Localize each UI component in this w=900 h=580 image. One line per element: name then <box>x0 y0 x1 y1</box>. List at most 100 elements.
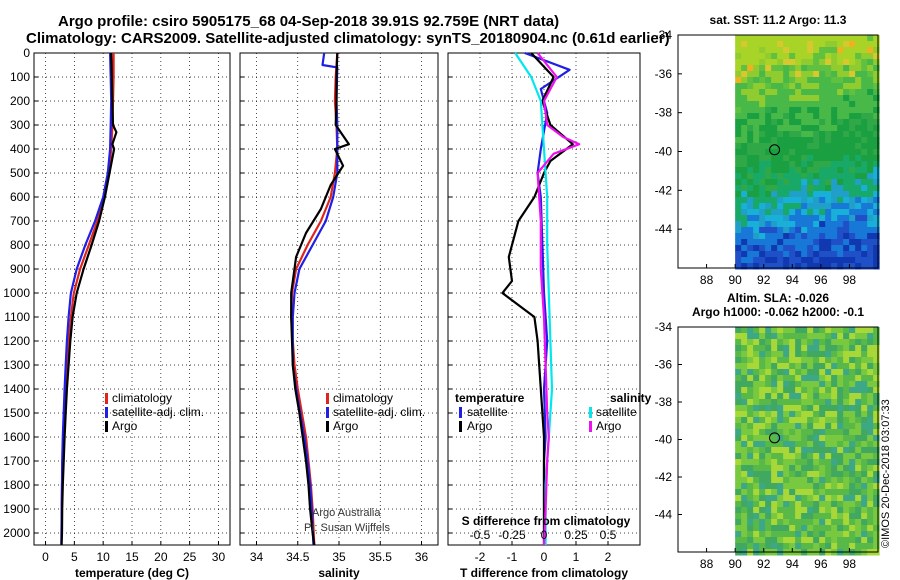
map-cell <box>813 375 820 382</box>
map-cell <box>837 333 844 340</box>
map-cell <box>873 239 880 246</box>
map-cell <box>741 411 748 418</box>
map-cell <box>765 53 772 60</box>
map-cell <box>813 519 820 526</box>
map-cell <box>819 507 826 514</box>
map-cell <box>843 215 850 222</box>
map-cell <box>813 83 820 90</box>
map-cell <box>783 399 790 406</box>
map-cell <box>813 161 820 168</box>
map-cell <box>765 47 772 54</box>
map-cell <box>753 501 760 508</box>
map-cell <box>813 101 820 108</box>
map-cell <box>849 333 856 340</box>
map-cell <box>741 149 748 156</box>
map-cell <box>861 369 868 376</box>
map-cell <box>789 137 796 144</box>
map-cell <box>813 465 820 472</box>
map-cell <box>813 197 820 204</box>
map-cell <box>861 83 868 90</box>
map-cell <box>849 357 856 364</box>
map-cell <box>759 375 766 382</box>
map-x-tick-label: 96 <box>814 273 828 287</box>
map-cell <box>801 447 808 454</box>
map-cell <box>777 161 784 168</box>
map-cell <box>789 453 796 460</box>
map-cell <box>765 489 772 496</box>
map-cell <box>753 59 760 66</box>
map-cell <box>795 35 802 42</box>
map-cell <box>795 387 802 394</box>
map-cell <box>801 155 808 162</box>
map-cell <box>789 227 796 234</box>
map-cell <box>735 465 742 472</box>
map-cell <box>765 41 772 48</box>
map-cell <box>741 197 748 204</box>
map-cell <box>849 53 856 60</box>
map-cell <box>807 369 814 376</box>
map-cell <box>831 35 838 42</box>
map-cell <box>759 369 766 376</box>
map-cell <box>747 215 754 222</box>
map-cell <box>861 531 868 538</box>
map-cell <box>855 143 862 150</box>
map-cell <box>819 167 826 174</box>
x-tick-label: 35.5 <box>369 550 393 564</box>
map-cell <box>789 513 796 520</box>
map-cell <box>861 53 868 60</box>
map-cell <box>813 387 820 394</box>
map-cell <box>795 357 802 364</box>
map-cell <box>747 257 754 264</box>
map-cell <box>813 399 820 406</box>
map-cell <box>813 435 820 442</box>
map-cell <box>867 149 874 156</box>
map-cell <box>837 513 844 520</box>
map-cell <box>765 239 772 246</box>
map-cell <box>789 35 796 42</box>
map-cell <box>855 357 862 364</box>
map-cell <box>849 89 856 96</box>
map-cell <box>741 65 748 72</box>
map-cell <box>765 203 772 210</box>
series-line-s-argo <box>536 52 581 546</box>
map-cell <box>753 107 760 114</box>
map-cell <box>825 215 832 222</box>
map-cell <box>837 53 844 60</box>
map-cell <box>837 215 844 222</box>
map-cell <box>783 83 790 90</box>
map-cell <box>753 209 760 216</box>
map-cell <box>813 173 820 180</box>
map-cell <box>771 513 778 520</box>
map-cell <box>783 131 790 138</box>
map-cell <box>837 143 844 150</box>
map-cell <box>825 221 832 228</box>
map-y-tick-label: -34 <box>655 320 673 334</box>
map-cell <box>753 41 760 48</box>
map-cell <box>825 393 832 400</box>
map-cell <box>825 441 832 448</box>
map-cell <box>843 381 850 388</box>
map-cell <box>807 173 814 180</box>
map-cell <box>873 405 880 412</box>
map-cell <box>765 131 772 138</box>
map-cell <box>759 381 766 388</box>
map-cell <box>819 387 826 394</box>
map-cell <box>801 345 808 352</box>
map-cell <box>747 95 754 102</box>
map-cell <box>759 131 766 138</box>
map-cell <box>765 179 772 186</box>
map-cell <box>747 197 754 204</box>
map-cell <box>765 125 772 132</box>
map-cell <box>861 113 868 120</box>
map-cell <box>831 405 838 412</box>
map-cell <box>843 375 850 382</box>
map-cell <box>735 119 742 126</box>
map-cell <box>777 89 784 96</box>
top-tick-label: 0.25 <box>564 528 588 542</box>
map-cell <box>807 381 814 388</box>
map-cell <box>771 215 778 222</box>
map-cell <box>759 95 766 102</box>
map-cell <box>795 113 802 120</box>
map-cell <box>741 429 748 436</box>
